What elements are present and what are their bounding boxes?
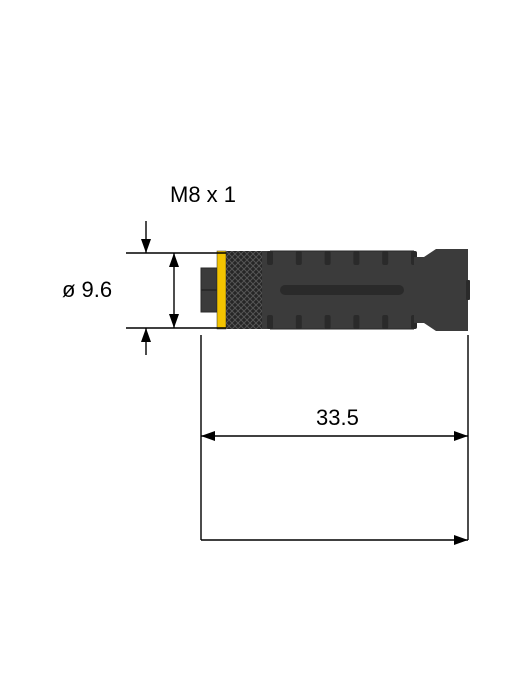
connector-dimension-drawing: { "thread_label": "M8 x 1", "diameter_la… (0, 0, 523, 700)
thread-label: M8 x 1 (170, 182, 236, 208)
drawing-svg (0, 0, 523, 700)
diameter-label: ø 9.6 (62, 277, 112, 303)
length-label: 33.5 (316, 405, 359, 431)
